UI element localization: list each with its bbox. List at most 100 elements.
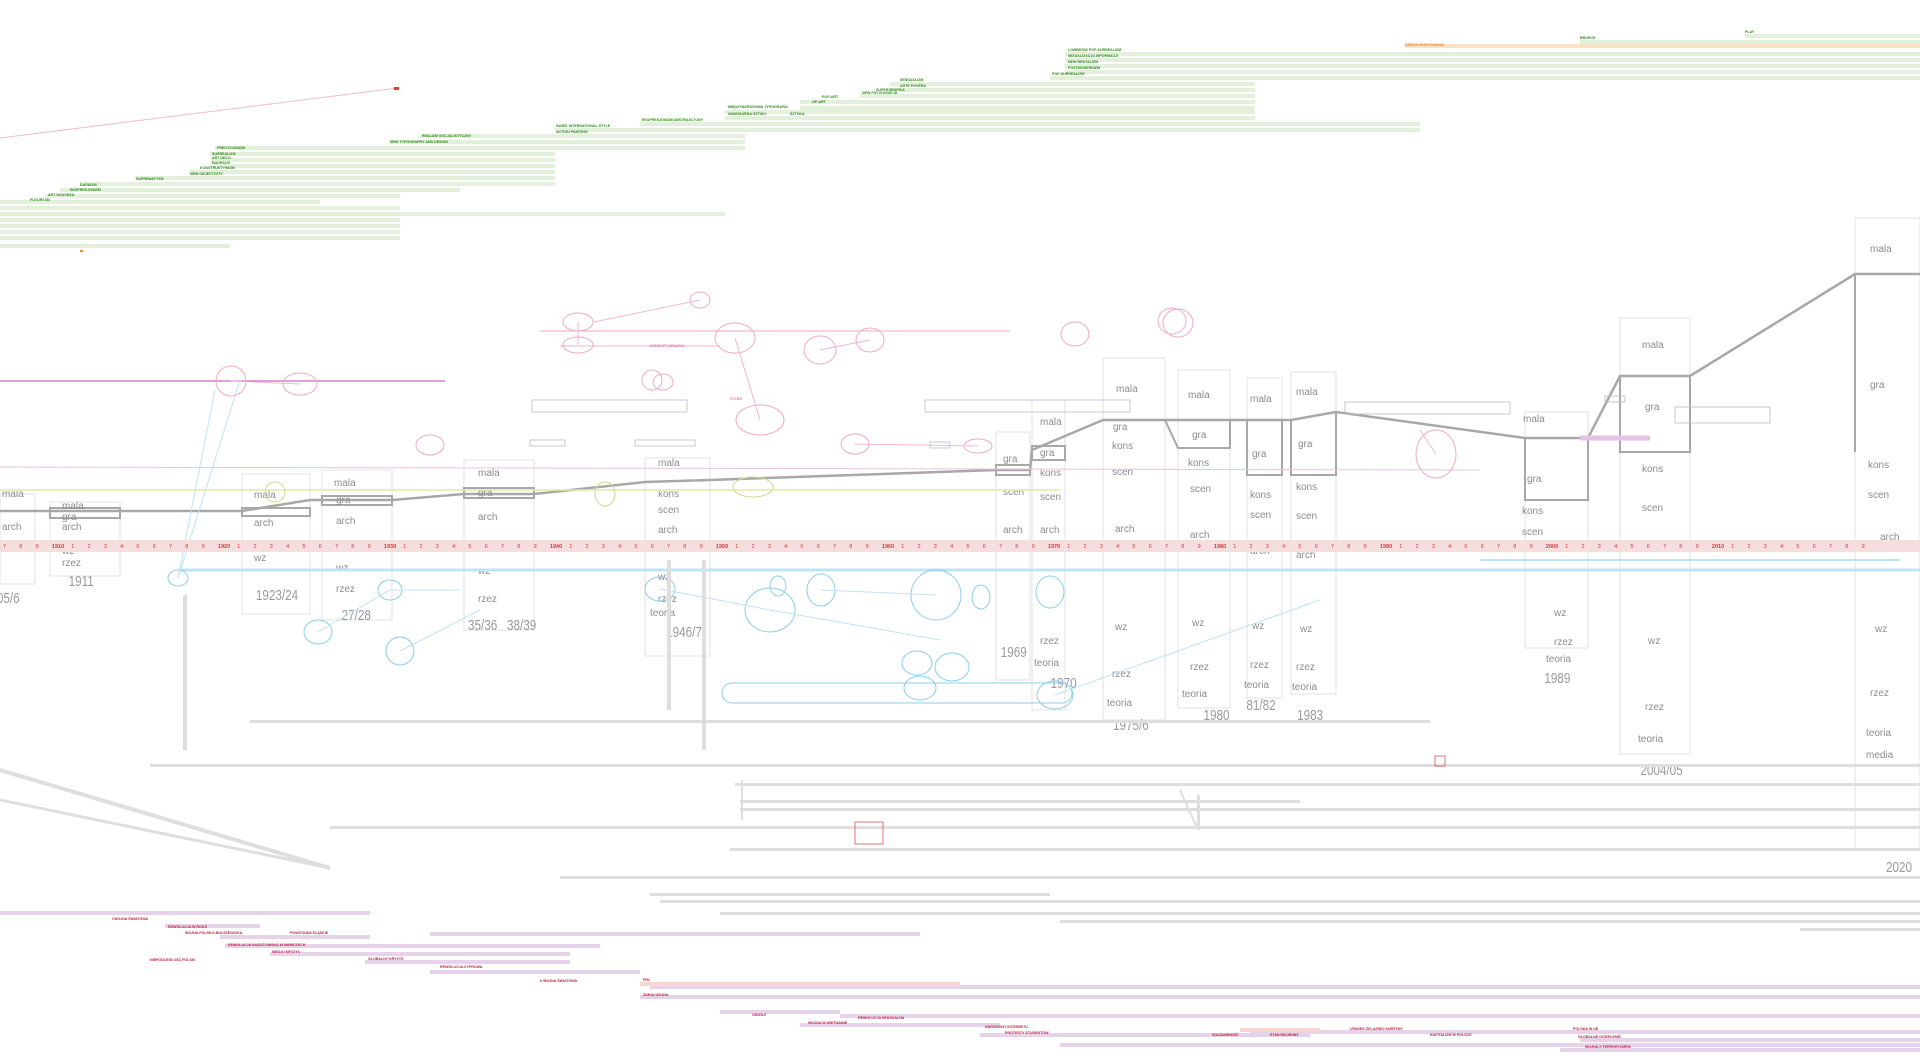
movement-label: NEW TYPOGRAPHY AND DESIGN (390, 140, 448, 144)
label-kons: kons (1250, 490, 1271, 501)
label-rzez: rzez (1870, 688, 1889, 699)
label-arch: arch (1040, 525, 1059, 536)
timeline-year-digit: 9 (866, 544, 869, 550)
timeline-year-digit: 9 (1862, 544, 1865, 550)
label-wz: wz (1553, 608, 1566, 619)
timeline-bar (650, 893, 1050, 896)
timeline-year-digit: 4 (618, 544, 621, 550)
timeline-bar (250, 720, 1430, 723)
label-wz: wz (1647, 636, 1660, 647)
label-mala: mala (62, 501, 84, 512)
timeline-year-digit: 5 (966, 544, 969, 550)
label-mala: mala (2, 489, 24, 500)
year-label: 38/39 (507, 617, 536, 634)
timeline-decade: 1960 (882, 544, 894, 550)
node-ellipse (735, 404, 785, 436)
history-bar (220, 935, 370, 939)
movement-bar (1405, 44, 1920, 48)
timeline-year-digit: 7 (1165, 544, 1168, 550)
label-kons: kons (1522, 506, 1543, 517)
movement-bar (890, 88, 1255, 92)
gra-box-1935 (463, 487, 535, 499)
history-bar (980, 1033, 1310, 1037)
movement-bar (210, 152, 555, 156)
label-teoria: teoria (1244, 680, 1269, 691)
label-teoria: teoria (1182, 689, 1207, 700)
timeline-bar (330, 826, 1920, 829)
blue-ellipse (385, 636, 415, 666)
history-bar (270, 952, 570, 956)
purple-line (0, 466, 1481, 471)
history-bar (640, 995, 1920, 999)
label-gra: gra (478, 488, 493, 499)
timeline-year-digit: 3 (1764, 544, 1767, 550)
vertical-bar (667, 560, 671, 710)
movement-bar (390, 140, 745, 144)
label-gra: gra (1252, 449, 1267, 460)
timeline-year-digit: 3 (934, 544, 937, 550)
blue-connector (399, 609, 481, 652)
timeline-year-digit: 9 (36, 544, 39, 550)
timeline-year-digit: 4 (120, 544, 123, 550)
timeline-year-digit: 1 (1233, 544, 1236, 550)
timeline-year-digit: 7 (1497, 544, 1500, 550)
node-ellipse (1060, 321, 1090, 347)
timeline-year-digit: 3 (270, 544, 273, 550)
pink-connector (1419, 429, 1437, 455)
blue-rounded-box (721, 682, 1073, 704)
gra-connector-line (0, 272, 1920, 513)
history-label: UPADEK ŻELAZNEJ KURTYNY (1350, 1027, 1403, 1031)
art-movements-region: PLAY BRUNCE DESIGN PORTOWANIA LOWBROW PO… (0, 30, 1920, 252)
movement-label: ART NOUVEAU (48, 193, 75, 197)
label-gra: gra (1645, 402, 1660, 413)
structure-region: mala gra kons scen arch wz rzez teoria m… (0, 217, 1920, 876)
gra-box-1911 (49, 507, 121, 519)
year-label: 1983 (1297, 707, 1323, 724)
diagonal-bar (1179, 789, 1199, 831)
timeline-bar (1800, 928, 1920, 931)
history-bar (165, 924, 260, 928)
movement-label: EKSPRESJONIZM (70, 188, 101, 192)
label-mala: mala (1642, 340, 1664, 351)
timeline-year-digit: 6 (1647, 544, 1650, 550)
movement-label: OP-ART (812, 100, 827, 104)
movement-label: DADAIZM (80, 183, 97, 187)
label-kons: kons (1642, 464, 1663, 475)
label-scen: scen (1522, 527, 1543, 538)
timeline-year-digit: 7 (1331, 544, 1334, 550)
movement-bar (210, 158, 555, 162)
label-teoria: teoria (1866, 728, 1891, 739)
timeline-year-digit: 7 (999, 544, 1002, 550)
timeline-year-digit: 8 (185, 544, 188, 550)
blue-ellipse (1036, 680, 1074, 710)
timeline-year-digit: 1 (1067, 544, 1070, 550)
movement-bar (1580, 40, 1920, 44)
blue-connector (1054, 599, 1321, 696)
timeline-decade: 1970 (1048, 544, 1060, 550)
label-rzez: rzez (1040, 636, 1059, 647)
label-teoria: teoria (650, 608, 675, 619)
timeline-year-digit: 8 (683, 544, 686, 550)
label-mala: mala (1296, 387, 1318, 398)
timeline-year-digit: 9 (1364, 544, 1367, 550)
movement-label: WIZUALIZACJA INFORMACJI (1068, 54, 1118, 58)
year-label: 1969 (1001, 644, 1027, 661)
blue-connector (659, 588, 771, 611)
year-label: 2020 (1886, 859, 1912, 876)
timeline-year-digit: 3 (1266, 544, 1269, 550)
olive-ellipse (264, 481, 286, 503)
history-bar (720, 1010, 840, 1014)
timeline-year-digit: 7 (501, 544, 504, 550)
label-kons: kons (1868, 460, 1889, 471)
history-bar (365, 960, 570, 964)
info-box (634, 439, 696, 447)
label-arch: arch (1003, 525, 1022, 536)
timeline-year-digit: 2 (1084, 544, 1087, 550)
label-scen: scen (1190, 484, 1211, 495)
timeline-year-digit: 1 (403, 544, 406, 550)
movement-label: POP-SURREALIZM (1052, 72, 1084, 76)
label-mala: mala (1870, 244, 1892, 255)
history-label: POLSKA W UE (1573, 1027, 1599, 1031)
timeline-year-digit: 4 (1448, 544, 1451, 550)
